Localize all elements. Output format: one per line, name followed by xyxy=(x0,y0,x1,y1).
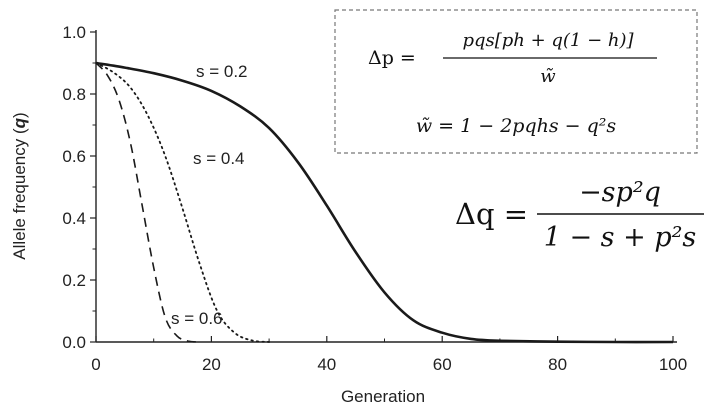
series-label-s02: s = 0.2 xyxy=(196,62,248,81)
y-tick-label: 1.0 xyxy=(62,23,86,42)
eq-delta-q-lhs: Δq = xyxy=(455,197,528,231)
series-label-s04: s = 0.4 xyxy=(193,149,245,168)
y-tick-label: 0.2 xyxy=(62,271,86,290)
y-axis-title-var: q xyxy=(10,117,29,128)
y-tick-label: 0.4 xyxy=(62,209,86,228)
series-line-1 xyxy=(95,61,674,344)
eq-delta-q-denominator: 1 − s + p²s xyxy=(544,222,697,253)
x-tick-label: 40 xyxy=(317,355,336,374)
eq-delta-p-lhs: Δp = xyxy=(368,47,416,69)
y-axis-title-close: ) xyxy=(10,112,29,118)
x-axis-title: Generation xyxy=(341,387,425,406)
y-tick-label: 0.6 xyxy=(62,147,86,166)
eq-w-tilde: w̃ = 1 − 2pqhs − q²s xyxy=(416,115,617,137)
x-tick-label: 100 xyxy=(659,355,687,374)
series-line-2 xyxy=(95,62,270,343)
y-ticks: 0.0 0.2 0.4 0.6 0.8 1.0 xyxy=(62,23,96,352)
series-layer xyxy=(95,61,674,344)
eq-delta-p-denominator: w̃ xyxy=(540,66,556,87)
y-tick-label: 0.8 xyxy=(62,85,86,104)
series-line-3 xyxy=(95,62,200,343)
x-tick-label: 20 xyxy=(202,355,221,374)
x-tick-label: 60 xyxy=(433,355,452,374)
series-label-s06: s = 0.6 xyxy=(171,309,223,328)
x-tick-label: 80 xyxy=(548,355,567,374)
x-tick-label: 0 xyxy=(91,355,100,374)
equation-box xyxy=(334,9,698,154)
y-tick-label: 0.0 xyxy=(62,333,86,352)
y-axis-title: Allele frequency (q) xyxy=(10,112,29,259)
x-ticks: 0 20 40 60 80 100 xyxy=(91,336,687,374)
eq-delta-q-numerator: −sp²q xyxy=(579,177,661,208)
eq-delta-p-numerator: pqs[ph + q(1 − h)] xyxy=(462,30,634,51)
y-axis-title-text: Allele frequency ( xyxy=(10,128,29,260)
